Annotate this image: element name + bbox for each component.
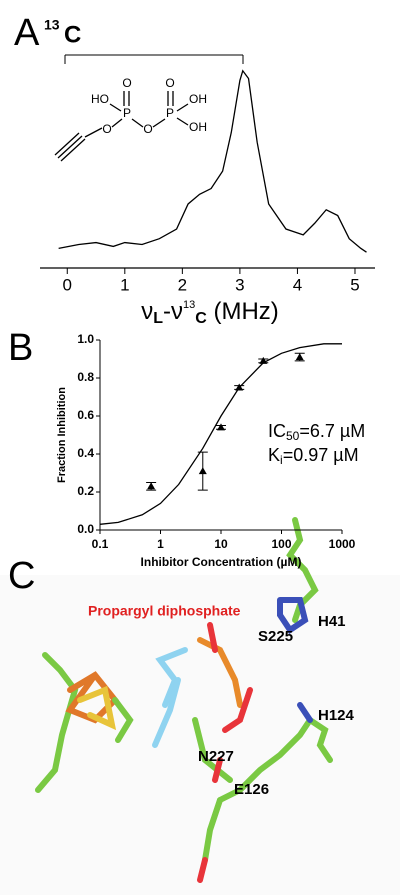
spectrum-line: [58, 69, 367, 253]
residue-label: S225: [258, 628, 293, 645]
bracket: [64, 54, 244, 64]
residue-label: E126: [234, 781, 269, 798]
annotation-sub: i: [280, 453, 283, 467]
annotation-rest: =0.97 µM: [283, 445, 359, 465]
data-point: [295, 353, 304, 361]
x-axis-label: νL-ν13C (MHz): [141, 298, 279, 327]
panel-label-mass: 13: [44, 17, 60, 33]
annotation-main: K: [268, 445, 280, 465]
x-tick-label: 2: [178, 275, 187, 294]
panel-label: A: [14, 12, 40, 54]
residue-label: H41: [318, 613, 346, 630]
structure-label: O: [165, 76, 174, 90]
x-axis-label: Inhibitor Concentration (µM): [141, 555, 302, 569]
structure-label: HO: [91, 92, 109, 106]
structure-label: P: [166, 106, 174, 120]
molecular-render: [35, 517, 333, 883]
y-tick-label: 0.2: [77, 484, 94, 498]
residue-label: H124: [318, 707, 355, 724]
x-tick-label: 4: [293, 275, 302, 294]
structure-label: P: [123, 106, 131, 120]
data-point: [198, 467, 207, 475]
x-tick-label: 1000: [329, 537, 356, 551]
data-point: [259, 356, 268, 364]
fit-curve: [99, 343, 342, 525]
x-tick-label: 5: [350, 275, 359, 294]
structure-label: O: [143, 122, 152, 136]
x-tick-label: 1: [157, 537, 164, 551]
structure-bonds: [54, 91, 189, 162]
x-tick-label: 1: [120, 275, 129, 294]
x-axis-label-part: C: [195, 310, 207, 327]
structure-label: OH: [189, 92, 207, 106]
structure-label: O: [102, 122, 111, 136]
annotation-sub: 50: [286, 429, 300, 443]
x-axis-label-part: -ν: [163, 298, 183, 325]
annotation: IC50=6.7 µM: [268, 421, 365, 443]
y-tick-label: 0.0: [77, 522, 94, 536]
y-tick-label: 1.0: [77, 332, 94, 346]
render-title: Propargyl diphosphate: [88, 603, 241, 619]
x-tick-label: 0: [63, 275, 72, 294]
y-tick-label: 0.4: [77, 446, 94, 460]
panel-label: C: [8, 555, 35, 597]
structure-label: O: [122, 76, 131, 90]
panel-label: B: [8, 327, 33, 369]
x-tick-label: 100: [271, 537, 291, 551]
y-tick-label: 0.8: [77, 370, 94, 384]
x-axis-label-part: ν: [141, 298, 153, 325]
annotation-main: IC: [268, 421, 286, 441]
y-tick-label: 0.6: [77, 408, 94, 422]
x-tick-label: 0.1: [92, 537, 109, 551]
annotation-rest: =6.7 µM: [299, 421, 365, 441]
x-tick-label: 10: [214, 537, 228, 551]
x-axis-label-part: 13: [183, 299, 195, 311]
data-point: [235, 383, 244, 391]
x-tick-label: 3: [235, 275, 244, 294]
data-point: [147, 482, 156, 490]
residue-label: N227: [198, 748, 234, 765]
x-axis-label-part: (MHz): [207, 298, 279, 325]
annotation: Ki=0.97 µM: [268, 445, 359, 467]
structure-label: OH: [189, 120, 207, 134]
panel-label-element: C: [64, 21, 81, 48]
x-axis-label-part: L: [153, 310, 163, 327]
y-axis-label: Fraction Inhibition: [56, 387, 68, 483]
data-point: [217, 423, 225, 431]
